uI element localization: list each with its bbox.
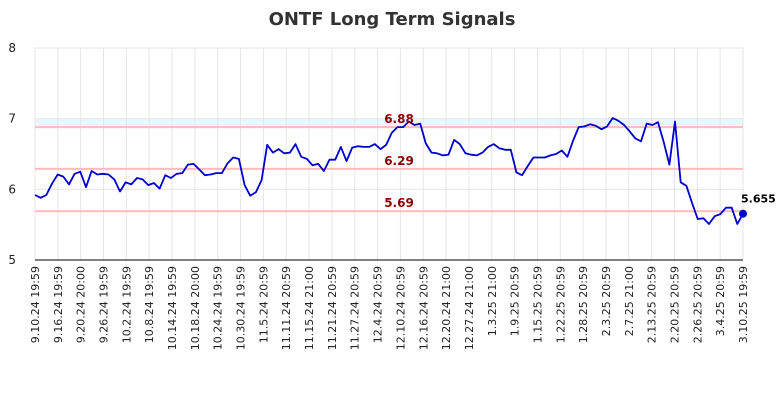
x-tick-label: 3.4.25 20:59 — [714, 266, 727, 336]
chart-title: ONTF Long Term Signals — [269, 9, 516, 30]
x-tick-label: 2.13.25 20:59 — [646, 266, 659, 343]
x-tick-label: 3.10.25 19:59 — [737, 266, 750, 343]
x-tick-label: 9.16.24 19:59 — [52, 266, 65, 343]
signal-level-label: 6.88 — [384, 112, 414, 126]
y-tick-label: 5 — [8, 253, 16, 267]
x-tick-label: 12.4.24 20:59 — [372, 266, 385, 343]
x-tick-label: 1.15.25 20:59 — [531, 266, 544, 343]
plot-area: 5 6 7 8 6.88 6.29 5.69 5.655 9.10.24 19:59 9.16.2… — [8, 41, 775, 350]
x-tick-label: 10.14.24 19:59 — [166, 266, 179, 350]
x-tick-label: 11.15.24 21:00 — [303, 266, 316, 350]
y-tick-label: 7 — [8, 112, 16, 126]
x-tick-label: 12.27.24 21:00 — [463, 266, 476, 350]
x-tick-label: 11.11.24 20:59 — [280, 266, 293, 350]
y-tick-label: 6 — [8, 182, 16, 196]
x-tick-label: 2.7.25 21:00 — [623, 266, 636, 336]
x-tick-label: 12.16.24 20:59 — [417, 266, 430, 350]
x-tick-label: 11.21.24 20:59 — [326, 266, 339, 350]
x-tick-label: 11.5.24 20:59 — [257, 266, 270, 343]
x-tick-label: 10.24.24 19:59 — [212, 266, 225, 350]
x-tick-label: 12.20.24 21:00 — [440, 266, 453, 350]
x-tick-label: 11.27.24 20:59 — [349, 266, 362, 350]
accent-band — [35, 118, 743, 128]
price-series-line — [34, 117, 744, 225]
x-tick-label: 1.9.25 20:59 — [509, 266, 522, 336]
x-tick-label: 10.2.24 19:59 — [120, 266, 133, 343]
x-tick-label: 10.8.24 19:59 — [143, 266, 156, 343]
x-tick-label: 1.22.25 20:59 — [554, 266, 567, 343]
x-tick-label: 9.26.24 19:59 — [98, 266, 111, 343]
x-tick-label: 1.3.25 21:00 — [486, 266, 499, 336]
x-tick-label: 10.30.24 19:59 — [235, 266, 248, 350]
x-tick-label: 12.10.24 20:59 — [394, 266, 407, 350]
x-tick-label: 10.18.24 20:00 — [189, 266, 202, 350]
signal-level-label: 6.29 — [384, 154, 414, 168]
x-tick-label: 2.20.25 20:59 — [668, 266, 681, 343]
signal-level-label: 5.69 — [384, 196, 414, 210]
x-tick-label: 9.10.24 19:59 — [29, 266, 42, 343]
x-tick-label: 2.3.25 20:59 — [600, 266, 613, 336]
x-tick-label: 1.28.25 20:59 — [577, 266, 590, 343]
x-tick-label: 2.26.25 20:59 — [691, 266, 704, 343]
last-point-marker — [739, 209, 747, 218]
x-tick-label: 9.20.24 20:00 — [75, 266, 88, 343]
last-value-label: 5.655 — [741, 193, 776, 206]
y-tick-label: 8 — [8, 41, 16, 55]
